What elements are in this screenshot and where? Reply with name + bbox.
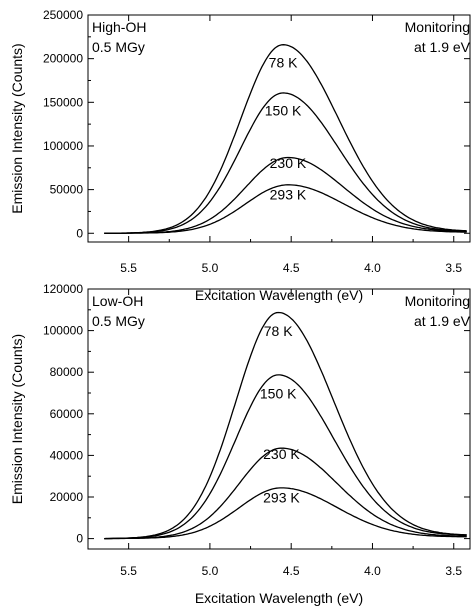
y-tick-label: 100000 [43, 139, 83, 153]
series-label: 293 K [263, 490, 300, 506]
y-tick-label: 150000 [43, 95, 83, 109]
dose-label: 0.5 MGy [92, 39, 145, 55]
x-tick-label: 4.5 [283, 261, 300, 275]
x-tick-label: 5.0 [202, 564, 219, 578]
plot-frame [87, 14, 471, 243]
y-tick-label: 60000 [50, 407, 84, 421]
series-label: 150 K [260, 385, 297, 401]
x-tick-label: 3.5 [445, 261, 462, 275]
monitoring-energy-label: at 1.9 eV [414, 39, 471, 55]
y-tick-label: 40000 [50, 448, 84, 462]
plot-frame [87, 288, 471, 550]
y-tick-label: 100000 [43, 324, 83, 338]
series-line-150k [104, 92, 467, 234]
y-tick-label: 0 [76, 532, 83, 546]
panel-low-oh: 0 20000 40000 60000 80000 100000 120000 5.5 5.0 4… [9, 282, 471, 606]
x-tick-label: 4.0 [364, 261, 381, 275]
x-axis-title: Excitation Wavelength (eV) [195, 590, 363, 606]
y-tick-label: 120000 [43, 282, 83, 296]
dose-label: 0.5 MGy [92, 313, 145, 329]
series-label: 230 K [270, 155, 307, 171]
series-line-293k [104, 487, 467, 540]
x-tick-label: 4.0 [364, 564, 381, 578]
series-line-293k [104, 184, 467, 234]
x-axis-title: Excitation Wavelength (eV) [195, 287, 363, 303]
sample-label: High-OH [92, 19, 146, 35]
y-tick-label: 250000 [43, 8, 83, 22]
series-label: 78 K [264, 323, 293, 339]
series-label: 150 K [265, 103, 302, 119]
monitoring-label: Monitoring [405, 293, 470, 309]
series-label: 230 K [263, 446, 300, 462]
series-line-78k [104, 44, 467, 234]
series-label: 78 K [269, 55, 298, 71]
x-tick-label: 5.5 [120, 261, 137, 275]
y-tick-label: 200000 [43, 52, 83, 66]
panel-high-oh: 0 50000 100000 150000 200000 250000 5.5 5.0 4.5 4… [9, 8, 471, 303]
series-label: 293 K [270, 186, 307, 202]
y-tick-label: 0 [76, 226, 83, 240]
x-tick-label: 5.5 [120, 564, 137, 578]
x-tick-label: 4.5 [283, 564, 300, 578]
y-axis-title: Emission Intensity (Counts) [9, 43, 25, 213]
y-axis-title: Emission Intensity (Counts) [9, 334, 25, 504]
series-line-150k [104, 374, 467, 540]
x-tick-label: 3.5 [445, 564, 462, 578]
series-line-78k [104, 311, 467, 540]
y-tick-label: 80000 [50, 365, 84, 379]
monitoring-energy-label: at 1.9 eV [414, 313, 471, 329]
x-tick-label: 5.0 [202, 261, 219, 275]
sample-label: Low-OH [92, 293, 143, 309]
y-tick-label: 20000 [50, 490, 84, 504]
monitoring-label: Monitoring [405, 19, 470, 35]
y-tick-label: 50000 [50, 183, 84, 197]
series-line-230k [104, 447, 467, 540]
